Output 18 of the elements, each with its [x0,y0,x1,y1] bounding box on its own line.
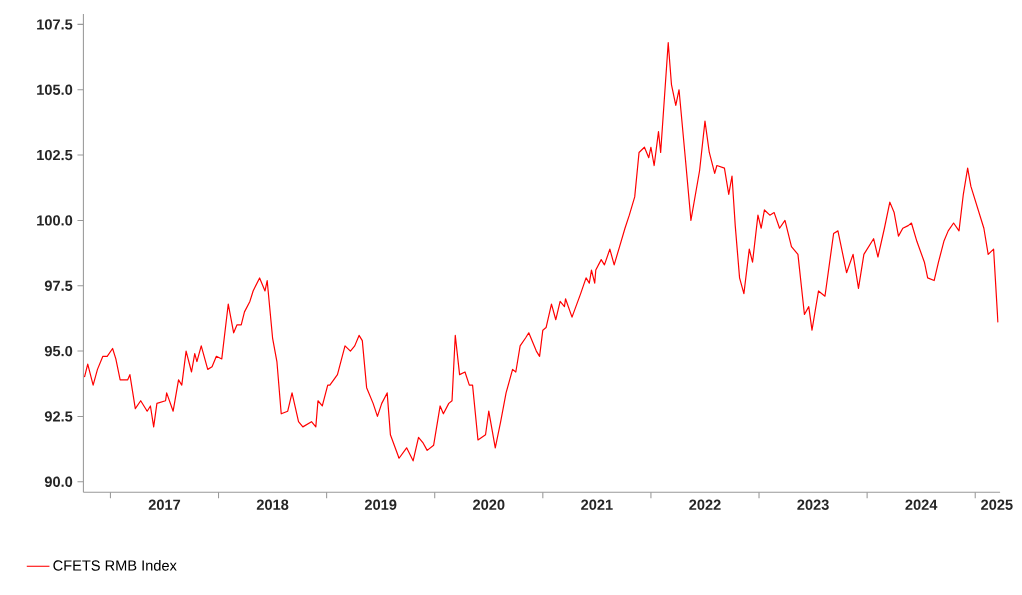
y-tick-label: 90.0 [44,476,73,488]
x-tick-label: 2019 [364,499,397,510]
y-tick-label: 102.5 [37,150,73,161]
legend-label: CFETS RMB Index [53,560,177,571]
y-tick-label: 105.0 [37,84,73,95]
y-tick-label: 92.5 [44,411,73,422]
x-tick-label: 2018 [256,499,289,510]
y-tick-label: 100.0 [37,215,73,226]
x-tick-label: 2020 [473,499,505,510]
x-tick-label: 2017 [148,499,181,510]
x-tick-label: 2022 [689,499,721,510]
y-tick-label: 97.5 [44,280,73,292]
x-tick-label: 2024 [905,499,938,510]
x-tick-label: 2021 [581,499,613,510]
x-tick-label: 2025 [981,499,1013,510]
y-tick-label: 95.0 [44,346,73,357]
x-tick-label: 2023 [797,499,829,511]
y-tick-label: 107.5 [37,19,73,30]
